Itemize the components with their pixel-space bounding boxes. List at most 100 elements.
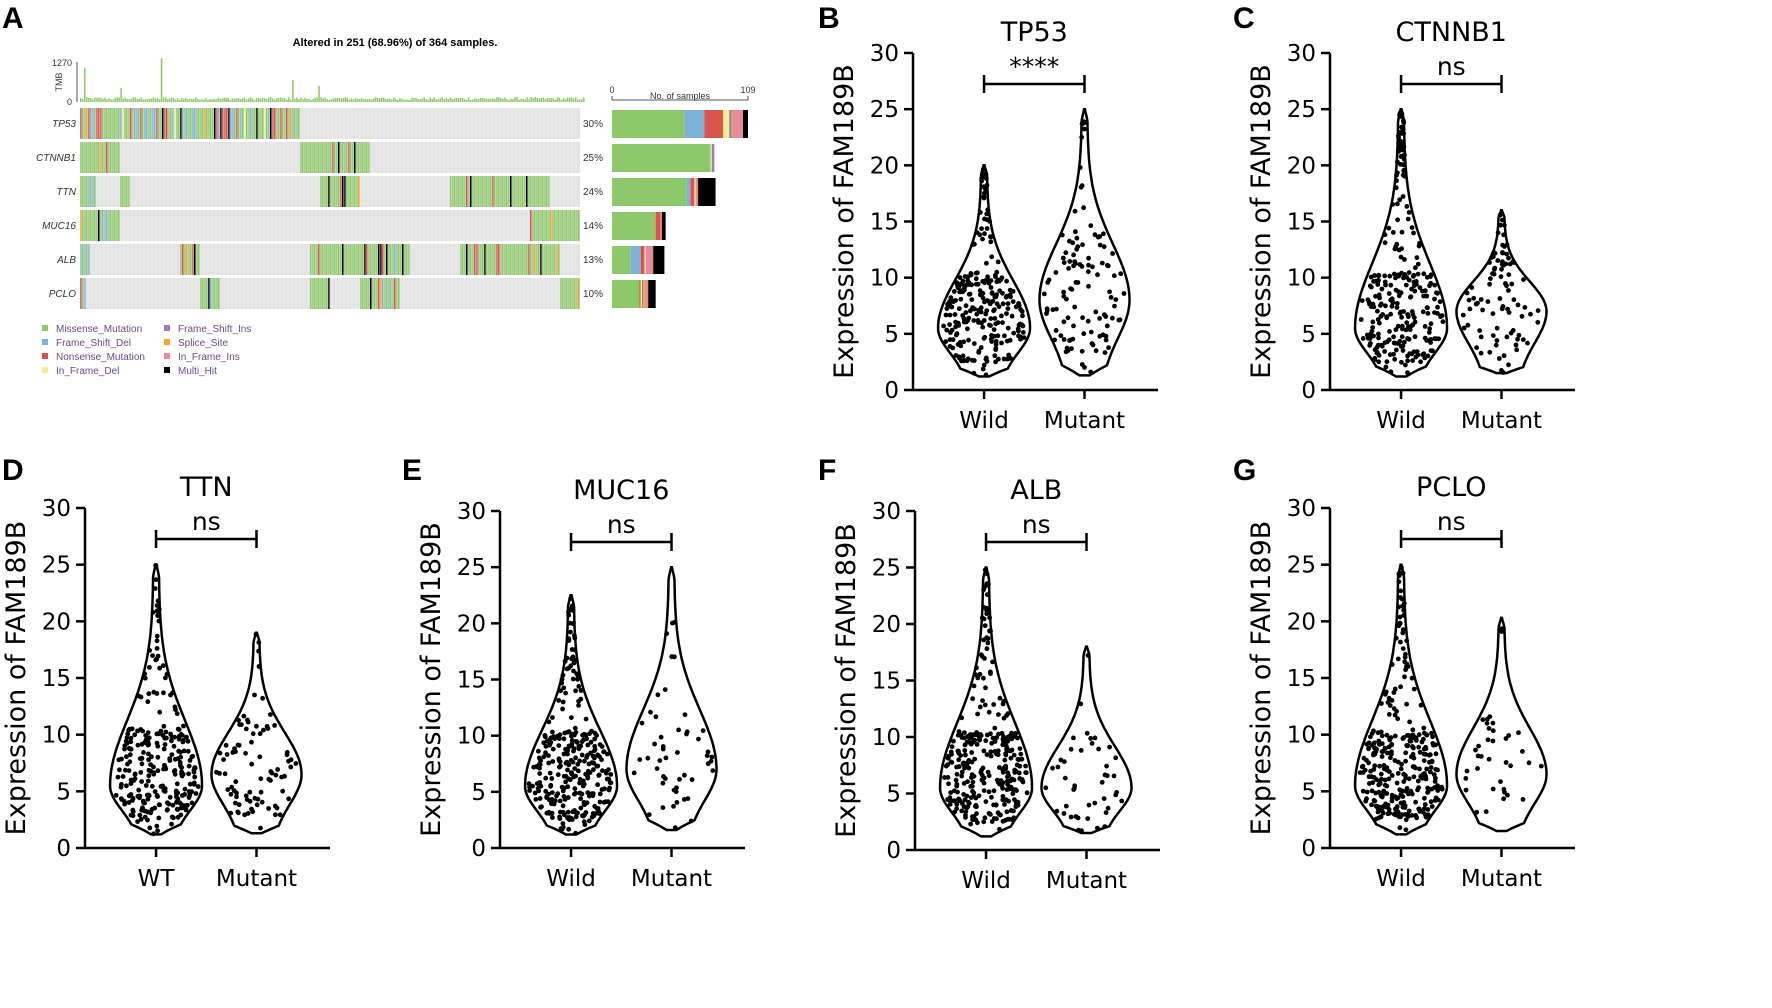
data-point [1403, 750, 1409, 756]
data-point [981, 195, 987, 201]
x-tick-label: Wild [546, 866, 596, 892]
data-point [1376, 359, 1382, 365]
mutation-cell [252, 108, 254, 139]
data-point [1071, 252, 1076, 258]
data-point [1063, 349, 1069, 355]
data-point [1112, 303, 1117, 309]
mutation-cell [364, 142, 366, 173]
data-point [1368, 331, 1373, 337]
data-point [1398, 639, 1403, 645]
data-point [1407, 719, 1412, 725]
tmb-bar [338, 97, 341, 102]
tmb-bar [114, 97, 116, 102]
data-point [1402, 257, 1407, 262]
data-point [546, 760, 552, 766]
tmb-bar [518, 99, 520, 102]
x-tick-label: Wild [1376, 866, 1426, 892]
data-point [562, 730, 568, 736]
data-point [970, 696, 975, 702]
data-point [1001, 738, 1006, 744]
data-point [572, 766, 578, 771]
data-point [1493, 342, 1499, 348]
data-point [576, 768, 581, 774]
mutation-cell [376, 244, 378, 275]
y-tick-label: 15 [1287, 666, 1316, 692]
mutation-cell [548, 244, 550, 275]
mutation-cell [82, 278, 84, 309]
data-point [1511, 297, 1517, 303]
mutation-cell [316, 244, 318, 275]
tmb-bar [423, 97, 425, 102]
data-point [1389, 792, 1395, 798]
mutation-cell [202, 108, 204, 139]
mutation-cell [314, 278, 316, 309]
mutation-cell [112, 210, 114, 241]
data-point [550, 759, 556, 764]
data-point [955, 320, 961, 326]
y-axis-label: Expression of FAM189B [1246, 64, 1277, 379]
data-point [126, 728, 131, 733]
data-point [673, 789, 679, 795]
tmb-bar [269, 97, 272, 102]
tmb-bar [488, 98, 490, 102]
data-point [535, 786, 541, 791]
mutation-cell [344, 142, 346, 173]
data-point [115, 774, 121, 780]
mutation-cell [324, 278, 326, 309]
data-point [658, 734, 664, 740]
tmb-bar [148, 98, 151, 102]
data-point [1425, 311, 1431, 316]
tmb-bar [88, 97, 90, 102]
data-point [945, 797, 951, 802]
data-point [181, 738, 186, 743]
mutation-cell [116, 108, 118, 139]
data-point [1522, 305, 1528, 310]
data-point [549, 776, 555, 781]
mutation-cell [534, 210, 536, 241]
violin-title: ALB [1010, 475, 1062, 506]
mutation-cell [82, 108, 84, 139]
data-point [557, 764, 563, 770]
mutation-cell [498, 244, 500, 275]
y-axis-label: Expression of FAM189B [1, 521, 32, 836]
data-point [1422, 355, 1428, 361]
data-point [1503, 736, 1509, 741]
data-point [1372, 745, 1377, 750]
data-point [155, 754, 161, 760]
data-point [1072, 208, 1078, 214]
tmb-bar [172, 97, 175, 102]
mutation-cell [528, 244, 530, 275]
oncoplot: Altered in 251 (68.96%) of 364 samples.1… [36, 37, 756, 377]
data-point [548, 740, 554, 745]
mutation-cell [160, 108, 162, 139]
tmb-bar [118, 97, 120, 102]
data-point [546, 719, 552, 725]
data-point [682, 772, 687, 778]
data-point [1399, 229, 1405, 235]
data-point [273, 772, 279, 778]
data-point [979, 226, 984, 232]
data-point [1404, 204, 1410, 209]
data-point [1064, 345, 1070, 351]
data-point [1085, 269, 1091, 275]
mutation-cell [288, 108, 290, 139]
mutation-cell [322, 142, 324, 173]
data-point [250, 809, 256, 815]
mutation-cell [84, 210, 86, 241]
data-point [1102, 772, 1108, 778]
data-point [1409, 225, 1415, 231]
tmb-bar [554, 99, 557, 102]
data-point [1417, 766, 1422, 772]
mutation-cell [326, 244, 328, 275]
mutation-cell [190, 244, 192, 275]
data-point [1504, 251, 1510, 257]
data-point [982, 190, 987, 196]
data-point [1041, 291, 1047, 297]
tmb-bar [510, 98, 512, 102]
tmb-bar [122, 98, 124, 102]
mutation-cell [200, 278, 202, 309]
data-point [1366, 760, 1371, 766]
mutation-cell [80, 176, 82, 207]
data-point [1485, 737, 1491, 743]
data-point [569, 817, 575, 822]
